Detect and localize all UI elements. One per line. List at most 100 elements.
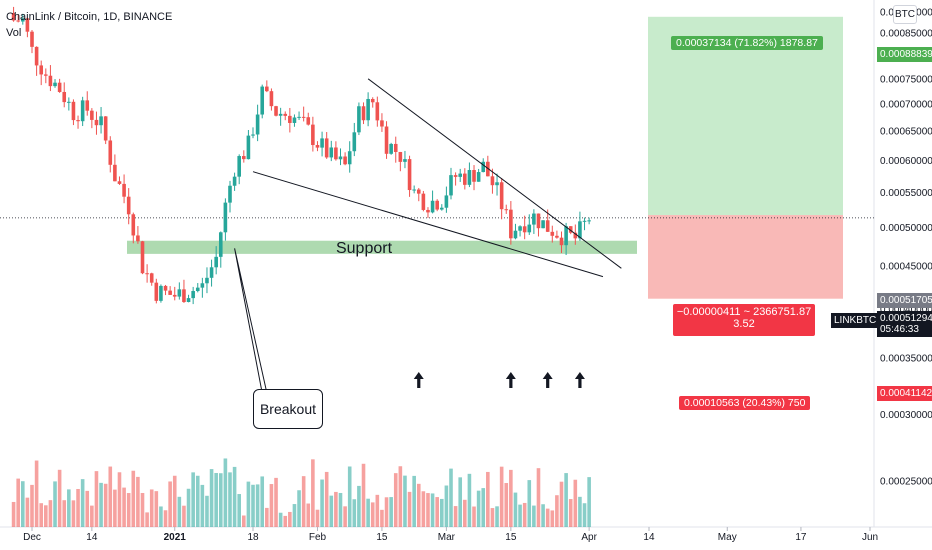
currency-button[interactable]: BTC <box>893 5 917 24</box>
volume-bar <box>573 479 578 527</box>
candle-body <box>550 231 555 236</box>
volume-bar <box>439 498 444 527</box>
candle-body <box>352 132 357 152</box>
x-tick-label: 14 <box>643 532 655 543</box>
candle-body <box>288 115 292 123</box>
candle-body <box>274 106 278 116</box>
candle-body <box>527 224 532 233</box>
volume-bar <box>412 475 416 527</box>
y-tick-label: 0.00040000 <box>880 305 932 316</box>
candle-body <box>449 175 453 196</box>
x-tick-label: 15 <box>376 532 388 543</box>
volume-bar <box>352 499 357 527</box>
candle-body <box>486 161 490 177</box>
y-tick-label: 0.00050000 <box>880 223 932 234</box>
candle-body <box>90 110 94 120</box>
candle-body <box>453 175 458 177</box>
up-arrow-icon <box>505 372 516 388</box>
volume-bars <box>11 458 591 527</box>
candle-body <box>347 151 352 165</box>
candle-body <box>265 86 269 92</box>
x-tick-label: Mar <box>438 532 456 543</box>
center-label-line2: 3.52 <box>733 318 755 330</box>
candle-body <box>182 289 186 303</box>
candle-body <box>329 147 334 158</box>
volume-bar <box>329 495 334 527</box>
candle-body <box>131 214 136 236</box>
volume-bar <box>338 492 343 527</box>
candle-body <box>393 143 398 152</box>
volume-bar <box>62 500 67 527</box>
candle-body <box>269 91 274 107</box>
candle-body <box>324 138 329 158</box>
volume-bar <box>389 497 393 527</box>
candle-body <box>200 283 205 288</box>
candle-body <box>228 185 232 203</box>
volume-bar <box>16 478 20 527</box>
y-tick-label: 0.00085000 <box>880 28 932 39</box>
volume-bar <box>154 491 159 527</box>
candle-body <box>518 226 522 231</box>
candle-body <box>85 100 90 111</box>
volume-bar <box>393 473 398 527</box>
volume-bar <box>53 481 57 527</box>
candle-body <box>421 193 426 210</box>
volume-bar <box>246 481 251 527</box>
target-price-tag: 0.00088839 <box>877 47 932 62</box>
candle-body <box>126 196 131 215</box>
candle-body <box>99 116 103 126</box>
volume-bar <box>476 490 481 527</box>
volume-bar <box>140 492 145 527</box>
candle-body <box>214 256 218 268</box>
candle-body <box>306 117 311 125</box>
candle-body <box>587 220 591 222</box>
volume-bar <box>541 504 545 527</box>
volume-bar <box>472 506 476 527</box>
volume-bar <box>536 468 541 527</box>
breakout-callout: Breakout <box>253 389 323 429</box>
candle-body <box>48 75 53 87</box>
y-tick-label: 0.00070000 <box>880 100 932 111</box>
volume-bar <box>347 466 352 527</box>
volume-bar <box>20 481 25 527</box>
candle-body <box>536 213 541 229</box>
candle-body <box>416 189 421 194</box>
candle-body <box>145 273 149 275</box>
candle-body <box>357 106 361 133</box>
x-tick-label: Feb <box>309 532 327 543</box>
candle-body <box>103 116 108 141</box>
candle-body <box>53 82 57 87</box>
candle-body <box>251 134 255 136</box>
volume-bar <box>444 485 449 527</box>
volume-bar <box>357 485 361 527</box>
volume-bar <box>67 489 71 527</box>
x-tick-label: Dec <box>23 532 41 543</box>
candle-body <box>94 119 99 126</box>
candle-body <box>476 172 481 182</box>
candle-body <box>435 200 439 210</box>
volume-bar <box>269 484 274 527</box>
volume-bar <box>292 504 297 527</box>
position-center-label: −0.00000411 ~ 2366751.87 3.52 <box>673 304 815 336</box>
volume-bar <box>172 475 177 527</box>
candle-body <box>568 226 573 233</box>
candle-body <box>209 267 214 278</box>
candle-body <box>191 291 195 299</box>
y-tick-label: 0.00030000 <box>880 410 932 421</box>
volume-bar <box>449 468 453 527</box>
volume-bar <box>214 472 218 527</box>
volume-bar <box>430 493 435 527</box>
candle-body <box>573 232 578 239</box>
volume-bar <box>403 475 407 527</box>
candle-body <box>481 161 486 173</box>
volume-bar <box>421 491 426 527</box>
y-tick-label: 0.00065000 <box>880 127 932 138</box>
volume-bar <box>559 481 564 527</box>
volume-bar <box>283 515 288 527</box>
candle-body <box>555 235 559 238</box>
candle-body <box>218 232 223 257</box>
candle-body <box>205 277 209 284</box>
candle-body <box>458 173 463 177</box>
volume-bar <box>30 484 34 527</box>
